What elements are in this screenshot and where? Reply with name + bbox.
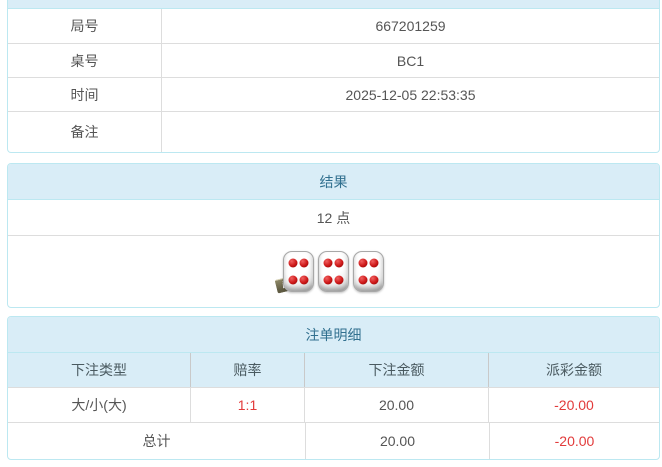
table-row: 桌号 BC1	[8, 43, 659, 77]
total-label: 总计	[8, 423, 306, 459]
table-id-value: BC1	[396, 52, 425, 69]
bet-odds-value: 1:1	[191, 388, 305, 422]
column-header-bet-type: 下注类型	[8, 353, 191, 387]
bet-payout-value: -20.00	[554, 397, 594, 413]
table-row: 备注	[8, 111, 659, 152]
game-info-panel: 局号 667201259 桌号 BC1 时间 2025-12-05 22:53:…	[7, 0, 660, 153]
die-4-icon	[283, 251, 314, 292]
die-4-icon	[353, 251, 384, 292]
remark-value	[162, 112, 659, 152]
total-payout-amount: -20.00	[554, 433, 595, 449]
game-info-panel-header	[8, 0, 659, 9]
total-row: 总计 20.00 -20.00	[8, 423, 659, 459]
bet-type-value: 大/小(大)	[8, 388, 191, 422]
result-panel: 结果 12 点 i	[7, 163, 660, 308]
result-points: 12 点	[8, 200, 659, 236]
bet-table-header-row: 下注类型 赔率 下注金额 派彩金额	[8, 353, 659, 388]
die-4-icon	[318, 251, 349, 292]
column-header-payout-amount: 派彩金额	[546, 362, 602, 378]
dice-group: i	[274, 251, 384, 294]
round-id-value: 667201259	[375, 18, 446, 34]
result-panel-title: 结果	[8, 164, 659, 200]
remark-label: 备注	[8, 112, 162, 152]
table-row: 局号 667201259	[8, 9, 659, 43]
bet-amount-value: 20.00	[305, 388, 489, 422]
column-header-bet-amount: 下注金额	[305, 353, 489, 387]
total-bet-amount: 20.00	[306, 423, 490, 459]
bet-row: 大/小(大) 1:1 20.00 -20.00	[8, 388, 659, 423]
time-value: 2025-12-05 22:53:35	[345, 86, 476, 103]
time-label: 时间	[8, 78, 162, 111]
bet-details-panel: 注单明细 下注类型 赔率 下注金额 派彩金额 大/小(大) 1:1 20.00 …	[7, 316, 660, 460]
bet-details-title: 注单明细	[8, 317, 659, 353]
table-row: 时间 2025-12-05 22:53:35	[8, 77, 659, 111]
column-header-odds: 赔率	[191, 353, 305, 387]
round-id-label: 局号	[8, 9, 162, 43]
dice-row: i	[8, 236, 659, 307]
table-id-label: 桌号	[8, 44, 162, 77]
